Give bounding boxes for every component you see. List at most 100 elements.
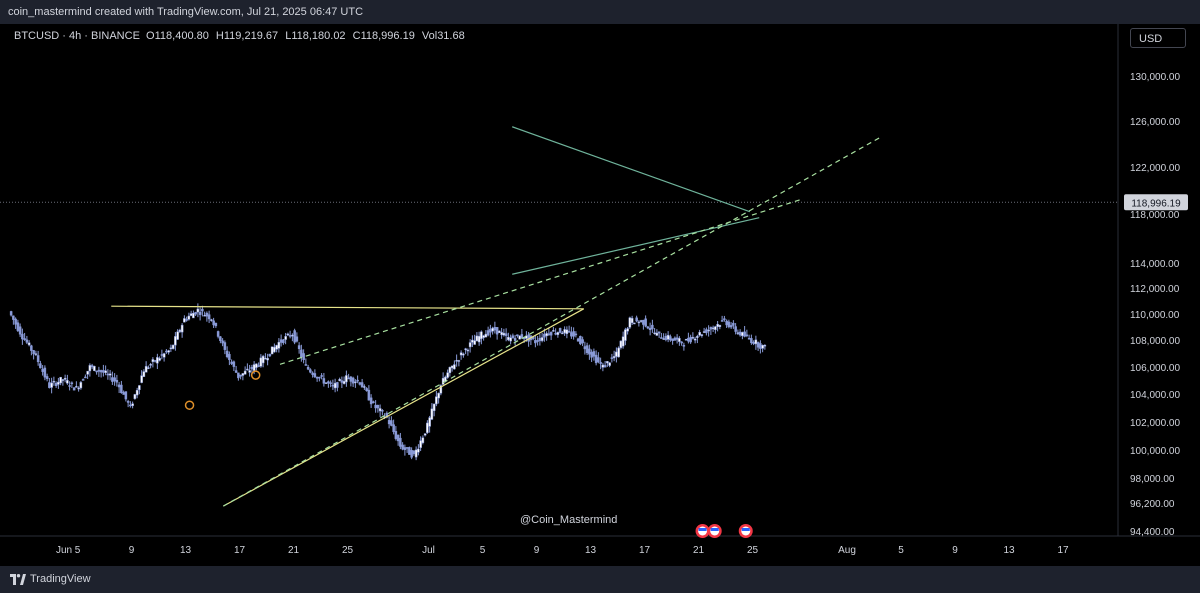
y-tick-label: 102,000.00 <box>1130 418 1180 429</box>
x-tick-label: 17 <box>1057 545 1069 556</box>
candle-body <box>349 376 353 382</box>
tradingview-logo[interactable]: TradingView <box>10 573 91 585</box>
x-tick-label: 17 <box>639 545 651 556</box>
candle-body <box>261 356 265 364</box>
candle-body <box>421 437 425 444</box>
candle-body <box>147 367 150 369</box>
candle-body <box>327 381 330 384</box>
chart-area[interactable]: 130,000.00 126,000.00 122,000.00 118,000.00… <box>0 24 1200 566</box>
currency-button[interactable]: USD <box>1130 28 1186 48</box>
candle-body <box>252 364 256 371</box>
candle-body <box>684 339 688 341</box>
candle-body <box>540 337 544 341</box>
candle-body <box>480 331 483 340</box>
candle-body <box>270 346 274 355</box>
candle-body <box>738 331 742 336</box>
candle-body <box>601 364 605 368</box>
x-tick-label: 9 <box>534 545 540 556</box>
y-tick-label: 114,000.00 <box>1130 259 1180 270</box>
candle-body <box>603 365 607 368</box>
candle-body <box>500 332 503 336</box>
candle-body <box>756 342 760 348</box>
candle-body <box>588 348 591 355</box>
symbol-label[interactable]: BTCUSD · 4h · BINANCE <box>14 30 140 42</box>
candle-body <box>151 359 155 362</box>
candle-body <box>257 365 260 367</box>
candle-body <box>322 378 326 384</box>
current-price-tag <box>1124 194 1188 211</box>
candle-body <box>763 344 767 347</box>
price-chart[interactable]: 130,000.00 126,000.00 122,000.00 118,000.00… <box>0 24 1200 566</box>
candle-body <box>104 370 107 373</box>
candle-body <box>302 353 305 360</box>
x-tick-label: Aug <box>838 545 856 556</box>
trendline-pennant-bottom <box>512 217 760 275</box>
candle-body <box>660 337 663 339</box>
candle-body <box>248 370 251 373</box>
candle-body <box>536 340 539 342</box>
candle-body <box>747 337 751 340</box>
candle-body <box>518 335 521 340</box>
candle-body <box>221 340 224 344</box>
candle-body <box>169 347 173 350</box>
y-tick-label: 112,000.00 <box>1130 284 1180 295</box>
candle-body <box>579 335 582 345</box>
candle-body <box>626 328 629 332</box>
candle-body <box>732 322 735 326</box>
candle-body <box>135 390 139 396</box>
footer-bar: TradingView <box>0 566 1200 593</box>
event-flag-icon-detail <box>698 528 707 531</box>
candle-body <box>61 379 65 381</box>
candle-body <box>268 353 272 357</box>
candle-body <box>246 368 249 371</box>
candle-body <box>716 324 719 327</box>
x-tick-label: 5 <box>75 545 81 556</box>
y-tick-label: 126,000.00 <box>1130 117 1180 128</box>
candle-body <box>79 382 83 389</box>
y-tick-label: 94,400.00 <box>1130 527 1175 538</box>
y-tick-label: 118,000.00 <box>1130 210 1180 221</box>
candle-body <box>412 450 416 455</box>
x-tick-label: 5 <box>480 545 486 556</box>
trendline-dashed-lower <box>223 136 882 507</box>
candle-body <box>165 350 168 353</box>
credit-text: coin_mastermind created with TradingView… <box>8 6 364 18</box>
candle-body <box>160 354 164 356</box>
candle-body <box>423 433 427 436</box>
candle-body <box>223 342 227 350</box>
candle-body <box>131 403 134 406</box>
candle-body <box>392 424 395 433</box>
candle-body <box>547 333 551 335</box>
candle-body <box>509 337 512 342</box>
volume-label: Vol <box>421 30 438 42</box>
candle-body <box>736 332 740 334</box>
candle-body <box>158 358 161 361</box>
high-label: H <box>215 30 224 42</box>
candle-body <box>291 334 294 337</box>
candle-body <box>567 331 571 333</box>
candle-body <box>77 387 80 390</box>
candle-body <box>318 376 321 379</box>
y-tick-label: 130,000.00 <box>1130 72 1180 83</box>
candle-body <box>599 362 602 364</box>
candle-body <box>556 332 560 335</box>
candle-body <box>471 339 474 343</box>
candle-body <box>48 382 51 388</box>
candle-body <box>565 329 569 334</box>
candle-body <box>705 329 708 334</box>
candle-body <box>486 330 490 336</box>
x-tick-label: Jun <box>56 545 72 556</box>
candle-body <box>610 357 614 359</box>
candle-body <box>117 384 121 388</box>
candle-body <box>288 335 292 337</box>
candle-body <box>637 321 641 324</box>
candle-body <box>336 382 339 388</box>
candle-body <box>507 336 510 341</box>
candle-body <box>554 332 557 335</box>
candle-body <box>545 333 548 337</box>
candle-body <box>513 338 517 341</box>
candle-body <box>594 354 598 364</box>
candle-body <box>241 373 245 376</box>
candle-body <box>718 325 722 327</box>
candle-body <box>491 327 494 332</box>
